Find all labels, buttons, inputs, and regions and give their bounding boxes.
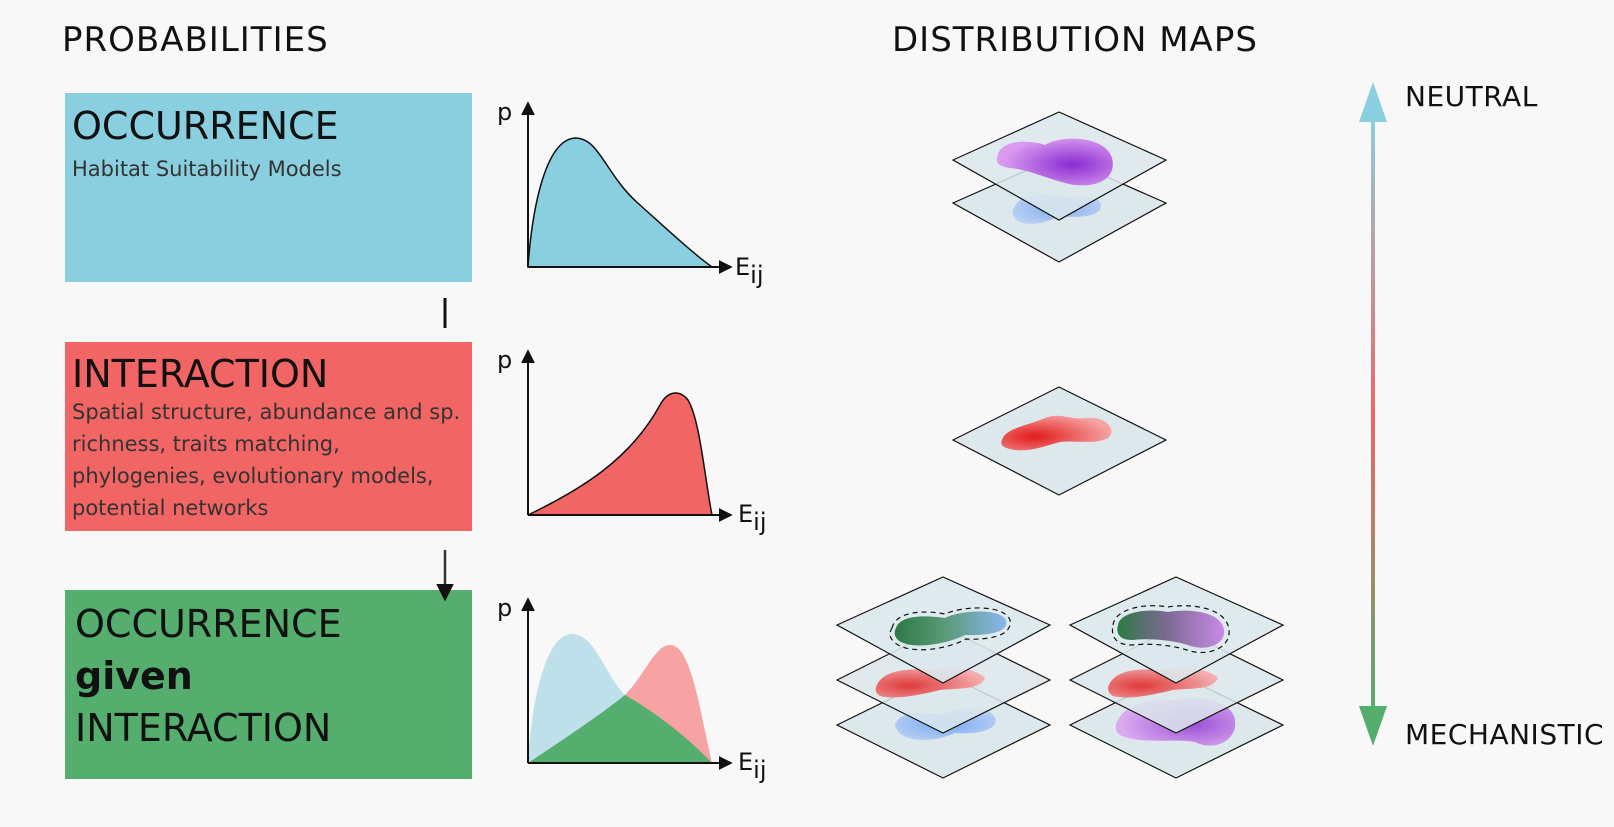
interaction-title: INTERACTION	[72, 352, 329, 396]
scale-label-mechanistic: MECHANISTIC	[1405, 718, 1604, 751]
probabilities-heading: PROBABILITIES	[62, 20, 329, 60]
occurrence-plot	[521, 101, 733, 274]
plot3-x-label: Eij	[738, 748, 767, 784]
given-line-occurrence: OCCURRENCE	[75, 602, 342, 646]
neutral-mechanistic-scale	[1359, 82, 1387, 746]
interaction-plot	[521, 349, 733, 522]
occurrence-map-stack	[951, 111, 1168, 263]
plot3-y-label: p	[497, 594, 512, 622]
combined-map-stack-left	[835, 576, 1052, 779]
given-line-given: given	[75, 654, 193, 698]
scale-label-neutral: NEUTRAL	[1405, 80, 1538, 113]
combined-plot	[521, 597, 733, 770]
given-line-interaction: INTERACTION	[75, 706, 332, 750]
interaction-line-1: Spatial structure, abundance and sp.	[72, 400, 461, 424]
combined-map-stack-right	[1068, 576, 1285, 779]
interaction-box: INTERACTION Spatial structure, abundance…	[65, 342, 472, 531]
distribution-maps-heading: DISTRIBUTION MAPS	[892, 20, 1258, 60]
occurrence-title: OCCURRENCE	[72, 104, 339, 148]
interaction-line-4: potential networks	[72, 496, 269, 520]
plot1-x-label: Eij	[735, 253, 764, 289]
occurrence-box: OCCURRENCE Habitat Suitability Models	[65, 93, 472, 282]
occurrence-given-interaction-box: OCCURRENCE given INTERACTION	[65, 590, 472, 779]
interaction-line-3: phylogenies, evolutionary models,	[72, 464, 434, 488]
plot2-x-label: Eij	[738, 500, 767, 536]
plot1-y-label: p	[497, 98, 512, 126]
occurrence-subtitle: Habitat Suitability Models	[72, 157, 342, 181]
interaction-line-2: richness, traits matching,	[72, 432, 340, 456]
plot2-y-label: p	[497, 346, 512, 374]
interaction-map	[951, 386, 1168, 496]
